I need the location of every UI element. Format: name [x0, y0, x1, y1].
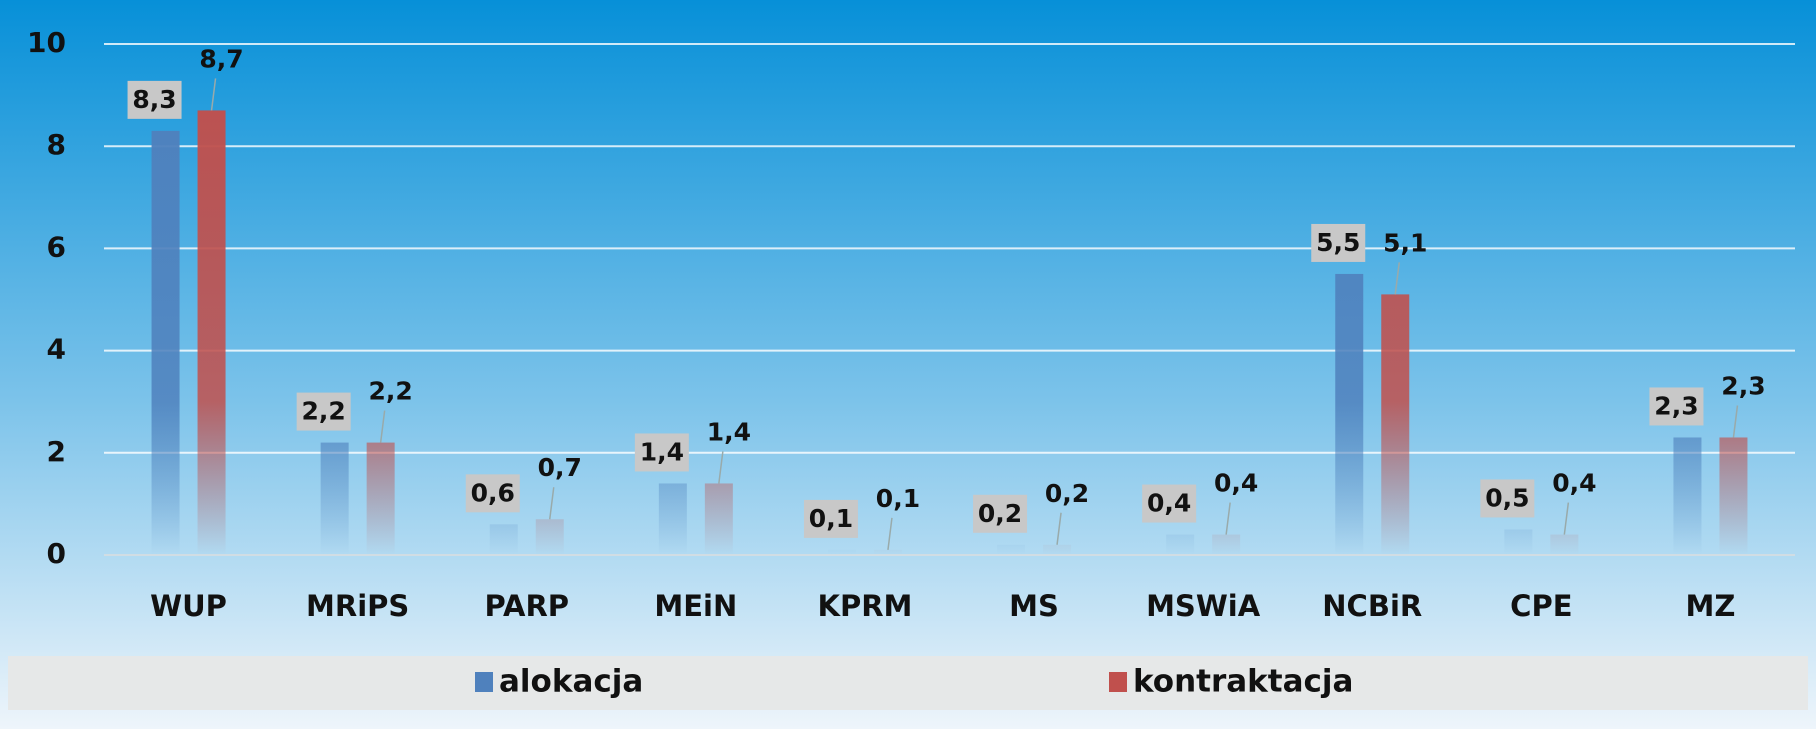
data-label: 1,4	[640, 437, 684, 466]
x-tick-label: WUP	[150, 589, 227, 623]
data-label: 5,5	[1316, 228, 1360, 257]
bar	[704, 483, 733, 555]
leader-line	[1056, 512, 1062, 545]
data-label: 8,7	[199, 44, 243, 73]
legend-marker	[475, 672, 493, 692]
data-label-box	[1142, 484, 1197, 523]
data-label: 5,1	[1383, 228, 1427, 257]
x-tick-label: MSWiA	[1146, 589, 1261, 623]
x-tick-label: MRiPS	[306, 589, 409, 623]
data-label: 0,4	[1552, 469, 1596, 498]
bar	[827, 549, 856, 555]
data-label: 2,2	[302, 397, 346, 426]
bar	[1719, 437, 1748, 555]
x-tick-label: CPE	[1510, 589, 1572, 623]
bar	[997, 544, 1026, 555]
leader-line	[1563, 502, 1570, 535]
data-label: 2,3	[1654, 391, 1698, 420]
legend-label: alokacja	[499, 664, 643, 700]
data-label: 0,1	[876, 484, 920, 513]
data-label: 2,3	[1721, 371, 1765, 400]
bar	[320, 442, 349, 555]
x-tick-label: NCBiR	[1322, 589, 1422, 623]
bar	[1166, 534, 1195, 555]
bar	[535, 519, 564, 555]
x-tick-label: MEiN	[654, 589, 737, 623]
y-tick-label: 8	[47, 128, 66, 161]
leader-line	[1225, 502, 1231, 535]
bar	[1504, 529, 1533, 555]
leader-line	[887, 517, 893, 550]
data-label: 0,4	[1214, 469, 1258, 498]
bar	[366, 442, 395, 555]
leader-line	[549, 487, 555, 520]
bar	[489, 524, 518, 555]
data-label: 0,7	[538, 453, 582, 482]
leader-line	[1394, 262, 1400, 295]
y-tick-label: 10	[27, 26, 66, 59]
x-tick-label: MZ	[1686, 589, 1736, 623]
legend-marker	[1109, 672, 1127, 692]
data-label-box	[465, 474, 520, 513]
bar	[1673, 437, 1702, 555]
data-label: 2,2	[369, 377, 413, 406]
y-tick-label: 2	[47, 435, 66, 468]
y-tick-label: 4	[47, 333, 66, 366]
data-label-box	[1480, 479, 1535, 518]
bar	[1043, 544, 1072, 555]
bar	[1212, 534, 1241, 555]
data-label-box	[803, 499, 858, 538]
data-label-box	[973, 494, 1028, 533]
data-label: 1,4	[707, 417, 751, 446]
leader-line	[379, 410, 386, 443]
bar	[1381, 294, 1410, 555]
data-label: 0,6	[471, 478, 515, 507]
x-tick-label: PARP	[484, 589, 569, 623]
y-tick-label: 6	[47, 230, 66, 263]
bar	[151, 130, 180, 555]
bar	[197, 110, 226, 556]
leader-line	[210, 78, 217, 111]
leader-line	[718, 451, 724, 484]
data-label: 0,2	[1045, 479, 1089, 508]
data-label: 0,4	[1147, 489, 1191, 518]
data-label: 8,3	[132, 85, 176, 114]
x-tick-label: MS	[1009, 589, 1059, 623]
data-label-box	[296, 392, 351, 431]
bar	[1335, 273, 1364, 555]
bar	[1550, 534, 1579, 555]
data-label-box	[634, 433, 689, 472]
data-label-box	[127, 80, 182, 119]
data-label: 0,5	[1485, 483, 1529, 512]
legend-label: kontraktacja	[1133, 664, 1353, 700]
data-label-box	[1311, 223, 1366, 262]
data-label-box	[1649, 387, 1704, 426]
y-tick-label: 0	[47, 537, 66, 570]
data-label: 0,1	[809, 504, 853, 533]
bar	[873, 549, 902, 555]
bar	[658, 483, 687, 555]
leader-line	[1732, 405, 1739, 438]
data-label: 0,2	[978, 499, 1022, 528]
x-tick-label: KPRM	[817, 589, 912, 623]
legend-band	[8, 656, 1808, 710]
